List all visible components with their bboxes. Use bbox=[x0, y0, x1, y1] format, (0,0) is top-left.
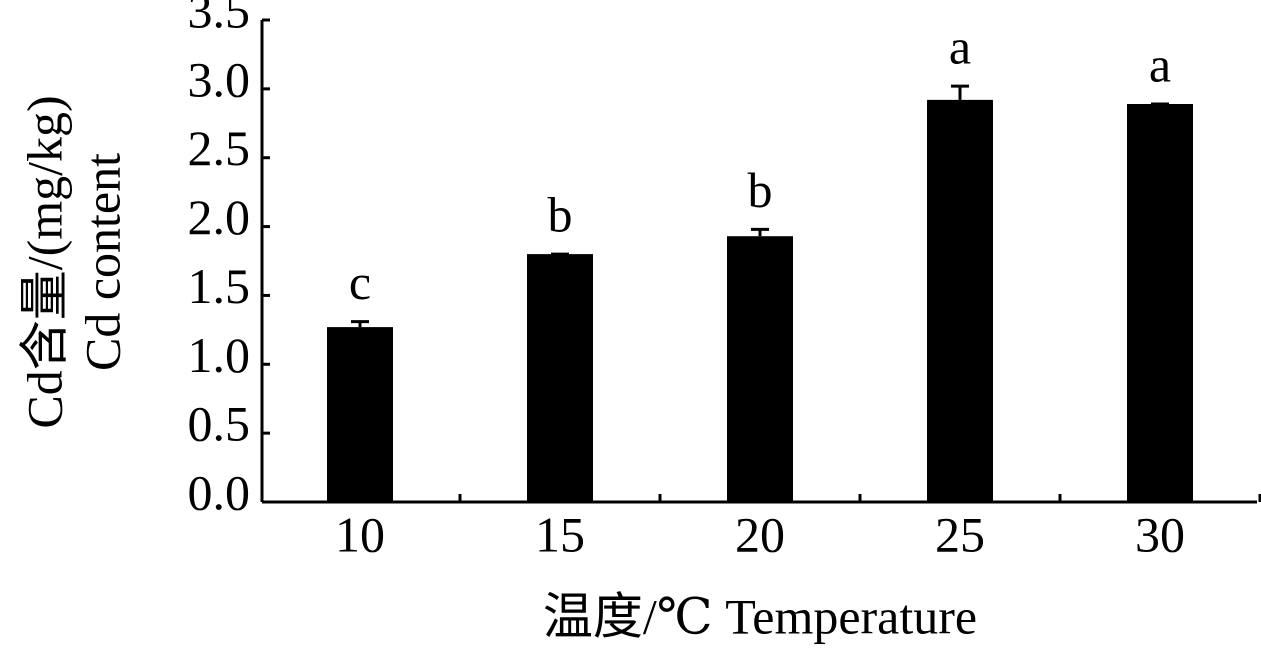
bar bbox=[327, 327, 393, 502]
x-axis-label: 温度/℃ Temperature bbox=[543, 588, 977, 644]
x-tick-label: 20 bbox=[735, 506, 785, 562]
y-tick-label: 3.0 bbox=[188, 51, 251, 107]
significance-letter: a bbox=[949, 19, 971, 75]
x-tick-label: 25 bbox=[935, 506, 985, 562]
significance-letter: b bbox=[748, 162, 773, 218]
y-tick-label: 0.0 bbox=[188, 464, 251, 520]
y-tick-label: 1.0 bbox=[188, 327, 251, 383]
bar bbox=[1127, 104, 1193, 503]
x-tick-label: 10 bbox=[335, 506, 385, 562]
x-tick-label: 15 bbox=[535, 506, 585, 562]
x-tick-label: 30 bbox=[1135, 506, 1185, 562]
bar bbox=[727, 236, 793, 502]
bar bbox=[527, 254, 593, 502]
bar bbox=[927, 99, 993, 503]
y-axis-label: Cd content bbox=[74, 153, 130, 371]
significance-letter: c bbox=[349, 254, 371, 310]
y-tick-label: 2.0 bbox=[188, 189, 251, 245]
y-tick-label: 2.5 bbox=[188, 120, 251, 176]
significance-letter: a bbox=[1149, 36, 1171, 92]
y-tick-label: 3.5 bbox=[188, 0, 251, 38]
y-tick-label: 1.5 bbox=[188, 258, 251, 314]
y-tick-label: 0.5 bbox=[188, 396, 251, 452]
y-axis-label: Cd含量/(mg/kg) bbox=[16, 95, 72, 428]
significance-letter: b bbox=[548, 187, 573, 243]
